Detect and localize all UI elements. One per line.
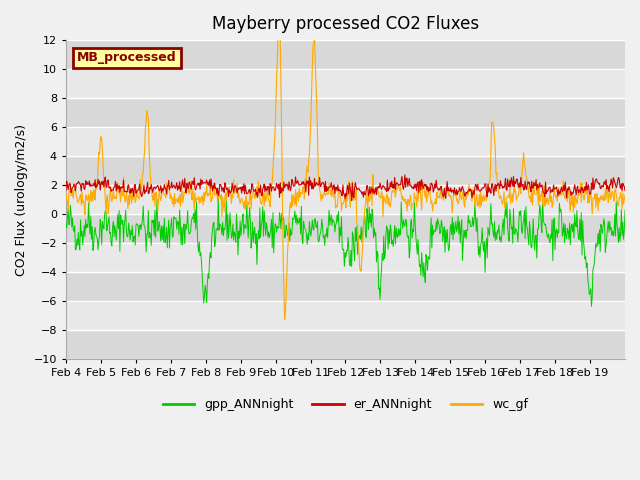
- Bar: [66, 185, 625, 214]
- Title: Mayberry processed CO2 Fluxes: Mayberry processed CO2 Fluxes: [212, 15, 479, 33]
- Bar: [66, 156, 625, 185]
- Y-axis label: CO2 Flux (urology/m2/s): CO2 Flux (urology/m2/s): [15, 123, 28, 276]
- Legend: gpp_ANNnight, er_ANNnight, wc_gf: gpp_ANNnight, er_ANNnight, wc_gf: [158, 394, 533, 417]
- Bar: [66, 98, 625, 127]
- Bar: [66, 301, 625, 330]
- Bar: [66, 214, 625, 243]
- Bar: [66, 127, 625, 156]
- Bar: [66, 243, 625, 272]
- Bar: [66, 330, 625, 359]
- Text: MB_processed: MB_processed: [77, 51, 177, 64]
- Bar: [66, 272, 625, 301]
- Bar: [66, 40, 625, 69]
- Bar: [66, 69, 625, 98]
